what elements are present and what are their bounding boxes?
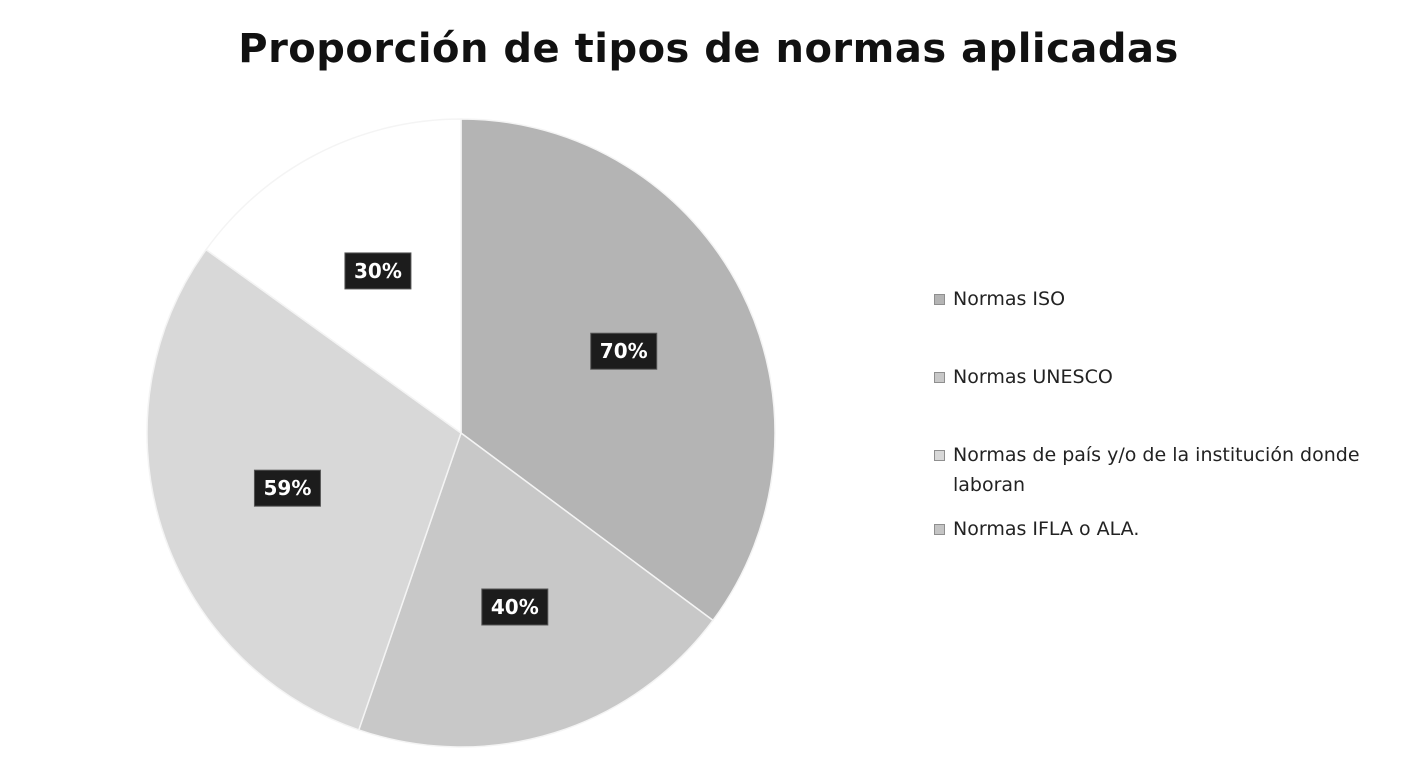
data-label-text-ifla: 30% bbox=[354, 259, 402, 283]
pie-slices bbox=[146, 118, 776, 748]
data-label-unesco: 40% bbox=[481, 588, 549, 626]
legend-item-unesco: Normas UNESCO bbox=[934, 362, 1404, 392]
data-label-text-iso: 70% bbox=[600, 339, 648, 363]
data-label-box-ifla bbox=[344, 252, 412, 290]
data-label-iso: 70% bbox=[590, 332, 658, 370]
chart-title: Proporción de tipos de normas aplicadas bbox=[238, 26, 1179, 72]
legend-item-ifla: Normas IFLA o ALA. bbox=[934, 514, 1404, 544]
legend: Normas ISO Normas UNESCO Normas de país … bbox=[934, 284, 1404, 592]
data-label-box-iso bbox=[590, 332, 658, 370]
legend-swatch-ifla bbox=[934, 524, 945, 535]
data-label-box-pais bbox=[253, 469, 321, 507]
legend-label-iso: Normas ISO bbox=[953, 288, 1066, 310]
legend-swatch-pais bbox=[934, 450, 945, 461]
pie-data-labels: 70% 40% 59% 30% bbox=[253, 252, 658, 626]
legend-item-pais: Normas de país y/o de la institución don… bbox=[934, 440, 1404, 500]
pie-slice-ifla bbox=[205, 118, 462, 435]
legend-label-unesco: Normas UNESCO bbox=[953, 366, 1113, 388]
legend-label-pais: Normas de país y/o de la institución don… bbox=[953, 444, 1360, 496]
data-label-pais: 59% bbox=[253, 469, 321, 507]
data-label-text-pais: 59% bbox=[264, 476, 312, 500]
data-label-ifla: 30% bbox=[344, 252, 412, 290]
legend-swatch-unesco bbox=[934, 372, 945, 383]
legend-item-iso: Normas ISO bbox=[934, 284, 1404, 314]
data-label-box-unesco bbox=[481, 588, 549, 626]
legend-swatch-iso bbox=[934, 294, 945, 305]
data-label-text-unesco: 40% bbox=[491, 595, 539, 619]
legend-label-ifla: Normas IFLA o ALA. bbox=[953, 518, 1140, 540]
